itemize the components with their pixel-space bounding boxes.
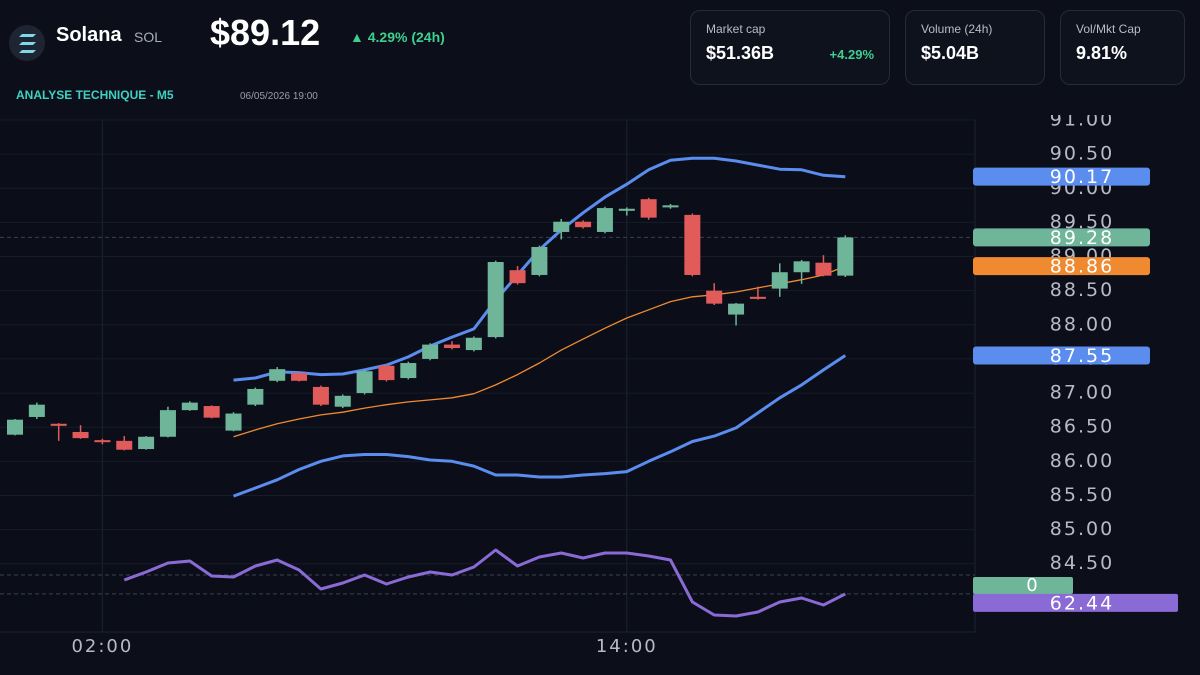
candle-body bbox=[575, 221, 592, 228]
candle-body bbox=[596, 208, 613, 232]
y-tick-label: 91.00 bbox=[1050, 115, 1114, 131]
candle-body bbox=[247, 388, 264, 405]
series-line bbox=[232, 354, 847, 498]
y-tick-label: 86.00 bbox=[1050, 450, 1114, 472]
candle-body bbox=[487, 261, 504, 338]
price-label: 89.28 bbox=[1050, 227, 1114, 249]
stat-value: 9.81% bbox=[1076, 43, 1128, 63]
candle-body bbox=[312, 386, 329, 405]
candle-body bbox=[749, 296, 766, 299]
candle-body bbox=[837, 237, 854, 276]
price: $89.12 bbox=[210, 12, 321, 53]
candle-body bbox=[400, 363, 417, 379]
price-label-box bbox=[973, 346, 1150, 365]
candle-body bbox=[225, 413, 242, 431]
candle-body bbox=[378, 365, 395, 381]
candle-body bbox=[7, 419, 23, 435]
y-tick-label: 86.50 bbox=[1050, 416, 1114, 438]
candle-body bbox=[684, 214, 701, 275]
candle-body bbox=[159, 410, 176, 437]
candle-body bbox=[815, 262, 832, 276]
series-line bbox=[123, 548, 846, 618]
series-line bbox=[233, 265, 846, 438]
stat-change: +4.29% bbox=[829, 47, 874, 62]
candle-body bbox=[553, 221, 570, 232]
candle-body bbox=[422, 344, 439, 359]
candle-body bbox=[181, 402, 198, 411]
stat-value: $51.36B bbox=[706, 43, 775, 63]
candle-body bbox=[94, 440, 111, 443]
candle-body bbox=[203, 406, 220, 418]
candle-body bbox=[138, 436, 155, 450]
candle-body bbox=[334, 395, 351, 407]
coin-name: Solana bbox=[56, 24, 122, 46]
price-label: 87.55 bbox=[1050, 345, 1114, 367]
stat-label: Volume (24h) bbox=[921, 22, 993, 36]
candle-body bbox=[356, 371, 373, 394]
candle-body bbox=[28, 404, 45, 417]
candle-body bbox=[116, 440, 133, 450]
logo bbox=[9, 25, 45, 61]
y-tick-label: 88.00 bbox=[1050, 313, 1114, 335]
x-tick-label: 14:00 bbox=[596, 636, 658, 657]
y-tick-label: 85.50 bbox=[1050, 484, 1114, 506]
price-label-box bbox=[973, 228, 1150, 247]
coin-symbol: SOL bbox=[134, 29, 163, 45]
y-tick-label: 87.00 bbox=[1050, 382, 1114, 404]
date: 06/05/2026 19:00 bbox=[240, 91, 318, 102]
rsi-label-box bbox=[973, 593, 1178, 612]
y-tick-label: 88.50 bbox=[1050, 279, 1114, 301]
candle-body bbox=[662, 205, 679, 208]
stat-value: $5.04B bbox=[921, 43, 980, 63]
stat-label: Market cap bbox=[706, 22, 766, 36]
y-tick-label: 85.00 bbox=[1050, 518, 1114, 540]
chart: 84.5085.0085.5086.0086.5087.0087.5088.00… bbox=[0, 115, 1178, 657]
candle-body bbox=[728, 303, 745, 315]
rsi-level-label: 0 bbox=[1026, 575, 1037, 596]
stat-card: Vol/Mkt Cap 9.81% bbox=[1060, 10, 1185, 85]
stat-card: Volume (24h) $5.04B bbox=[905, 10, 1045, 85]
candle-body bbox=[269, 369, 286, 381]
candle-body bbox=[618, 208, 635, 211]
price-change: ▲ 4.29% (24h) bbox=[350, 29, 445, 45]
rsi-level-box bbox=[973, 577, 1073, 594]
candle-body bbox=[771, 272, 788, 289]
candle-body bbox=[465, 337, 482, 351]
y-tick-label: 90.50 bbox=[1050, 143, 1114, 165]
price-label: 90.17 bbox=[1050, 166, 1114, 188]
header: Solana SOL $89.12 ▲ 4.29% (24h) ANALYSE … bbox=[0, 0, 680, 110]
stat-label: Vol/Mkt Cap bbox=[1076, 22, 1141, 36]
candle-body bbox=[531, 246, 548, 275]
y-tick-label: 84.50 bbox=[1050, 552, 1114, 574]
price-label-box bbox=[973, 257, 1150, 276]
candle-body bbox=[291, 373, 308, 381]
price-label: 88.86 bbox=[1050, 256, 1114, 278]
candle-body bbox=[72, 431, 89, 439]
y-tick-label: 89.50 bbox=[1050, 211, 1114, 233]
candle-body bbox=[50, 423, 67, 426]
section-title: ANALYSE TECHNIQUE - M5 bbox=[16, 88, 174, 102]
stat-card: Market cap $51.36B +4.29% bbox=[690, 10, 890, 85]
candle-body bbox=[509, 270, 526, 284]
x-tick-label: 02:00 bbox=[71, 636, 133, 657]
candle-body bbox=[444, 344, 460, 349]
candle-body bbox=[793, 261, 810, 273]
rsi-label: 62.44 bbox=[1050, 592, 1114, 614]
price-label-box bbox=[973, 167, 1150, 186]
candle-body bbox=[706, 290, 723, 304]
candle-body bbox=[640, 199, 657, 218]
